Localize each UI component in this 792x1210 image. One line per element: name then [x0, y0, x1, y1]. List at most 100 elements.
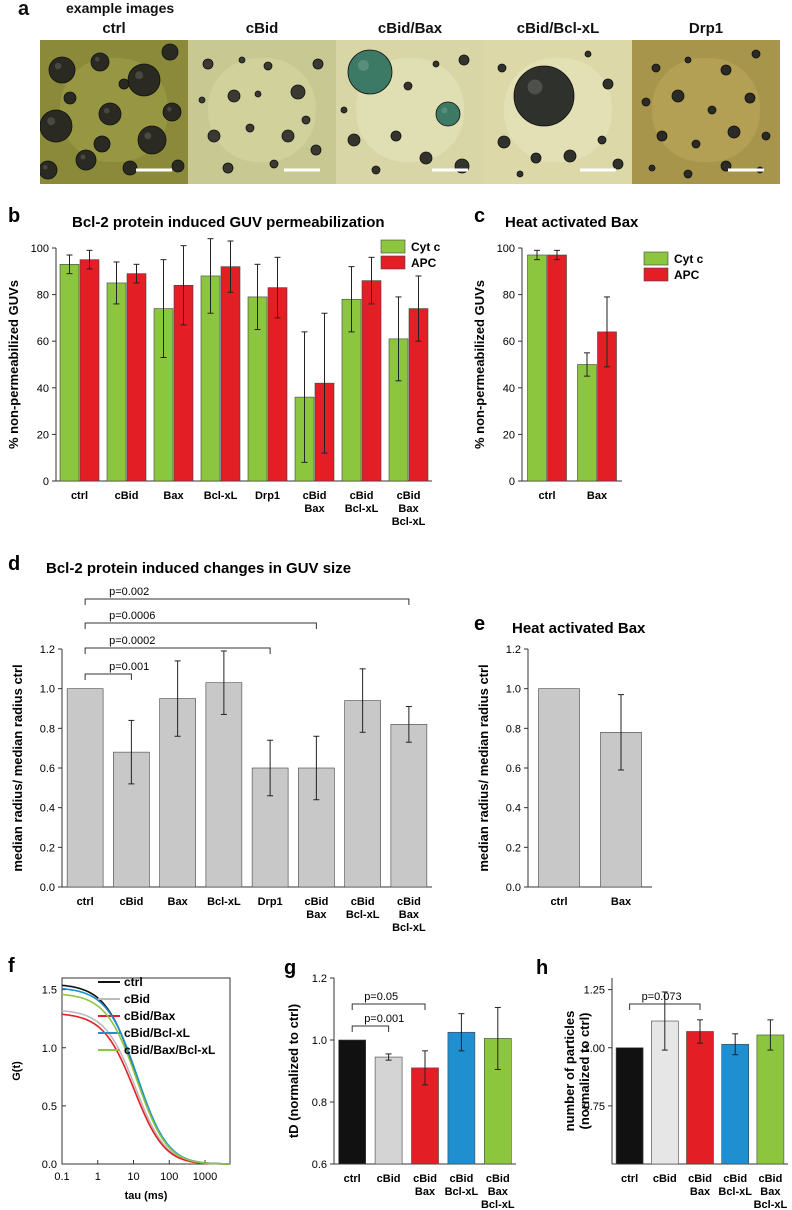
- category-label: Bax: [760, 1186, 781, 1198]
- y-tick-label: 80: [37, 290, 49, 302]
- image-label-cbid-bax: cBid/Bax: [377, 20, 443, 37]
- guv-vesicle: [202, 58, 214, 70]
- guv-vesicle: [347, 133, 361, 147]
- guv-vesicle: [222, 162, 234, 174]
- y-tick-label: 0.6: [506, 763, 521, 775]
- bar: [721, 1043, 750, 1165]
- chart-e-heat-bax-size: 0.0 0.2 0.4 0.6 0.8 1.0 1.2 median radius/ medi…: [476, 644, 652, 908]
- category-label: Bcl-xL: [392, 922, 426, 934]
- chart-f-autocorrelation: 0.0 0.5 1.0 1.5 0.1 1 10 100 1000 tau (ms) G(t) ctr…: [11, 975, 231, 1202]
- y-axis-label: G(t): [11, 1061, 23, 1081]
- y-tick-label: 1.25: [584, 985, 605, 997]
- panel-d-title: Bcl-2 protein induced changes in GUV siz…: [46, 560, 351, 577]
- legend-label: APC: [411, 256, 437, 270]
- y-axis-label: % non-permeabilized GUVs: [6, 280, 21, 449]
- guv-vesicle: [435, 101, 461, 127]
- category-label: Bax: [488, 1186, 509, 1198]
- p-value-label: p=0.002: [109, 586, 149, 598]
- y-axis-label-line: (normalized to ctrl): [577, 1012, 592, 1129]
- y-tick-label: 0.8: [40, 723, 55, 735]
- category-label: cBid: [486, 1173, 510, 1185]
- category-label: Bcl-xL: [445, 1186, 479, 1198]
- bar: [615, 1047, 644, 1165]
- guv-vesicle: [597, 135, 607, 145]
- significance-bracket: [351, 1025, 390, 1032]
- guv-highlight: [47, 117, 56, 126]
- guv-vesicle: [584, 50, 592, 58]
- category-label: Bcl-xL: [207, 896, 241, 908]
- micrograph-cbid-bclxl: [484, 40, 632, 184]
- legend-label: cBid/Bax/Bcl-xL: [124, 1043, 215, 1057]
- x-tick-label: 1: [95, 1171, 101, 1183]
- guv-vesicle: [683, 169, 693, 179]
- p-value-label: p=0.0002: [109, 635, 155, 647]
- significance-bracket: [629, 1003, 701, 1010]
- guv-vesicle: [390, 130, 402, 142]
- significance-bracket: [84, 673, 132, 680]
- y-tick-label: 80: [503, 290, 515, 302]
- panel-c-letter: c: [474, 205, 485, 227]
- category-label: Bax: [399, 909, 420, 921]
- significance-bracket: [84, 598, 410, 605]
- y-axis-label: median radius/ median radius ctrl: [10, 664, 25, 871]
- panel-e-letter: e: [474, 613, 485, 635]
- category-label: Bcl-xL: [481, 1199, 515, 1210]
- guv-vesicle: [530, 152, 542, 164]
- guv-vesicle: [281, 129, 295, 143]
- category-label: Bax: [611, 896, 632, 908]
- guv-highlight: [527, 79, 543, 95]
- bar: [338, 1039, 367, 1165]
- guv-highlight: [441, 107, 448, 114]
- guv-vesicle: [671, 89, 685, 103]
- category-label: cBid: [377, 1173, 401, 1185]
- guv-highlight: [103, 107, 110, 114]
- category-label: Bcl-xL: [754, 1199, 788, 1210]
- panel-f-letter: f: [8, 955, 15, 977]
- guv-vesicle: [162, 102, 182, 122]
- category-label: cBid: [351, 896, 375, 908]
- guv-vesicle: [118, 78, 130, 90]
- guv-vesicle: [432, 60, 440, 68]
- guv-vesicle: [744, 92, 756, 104]
- y-tick-label: 60: [37, 336, 49, 348]
- guv-highlight: [357, 59, 369, 71]
- guv-vesicle: [612, 158, 624, 170]
- y-tick-label: 0.8: [506, 723, 521, 735]
- guv-vesicle: [751, 49, 761, 59]
- guv-vesicle: [340, 106, 348, 114]
- y-axis-label: tD (normalized to ctrl): [286, 1004, 301, 1138]
- bar: [220, 266, 241, 482]
- y-tick-label: 1.5: [42, 985, 57, 997]
- guv-vesicle: [403, 81, 413, 91]
- category-label: Bax: [690, 1186, 711, 1198]
- guv-vesicle: [761, 131, 771, 141]
- image-label-cbid-bclxl: cBid/Bcl-xL: [516, 20, 600, 37]
- category-label: ctrl: [71, 490, 88, 502]
- bar: [79, 259, 100, 482]
- category-label: Bax: [304, 503, 325, 515]
- y-tick-label: 1.0: [506, 684, 521, 696]
- guv-vesicle: [563, 149, 577, 163]
- correlation-curve: [61, 993, 230, 1165]
- guv-vesicle: [720, 64, 732, 76]
- y-tick-label: 1.0: [312, 1035, 327, 1047]
- category-label: Bax: [398, 503, 419, 515]
- guv-vesicle: [90, 52, 110, 72]
- p-value-label: p=0.001: [364, 1013, 404, 1025]
- panel-h-letter: h: [536, 957, 548, 979]
- chart-g-diffusion-time: 0.6 0.8 1.0 1.2 tD (normalized to ctrl) ctrl c…: [286, 973, 516, 1210]
- guv-vesicle: [347, 49, 393, 95]
- category-label: Bcl-xL: [392, 516, 426, 528]
- category-label: Bax: [587, 490, 608, 502]
- legend-label: Cyt c: [411, 240, 441, 254]
- plot-frame: [61, 977, 231, 1165]
- category-label: ctrl: [538, 490, 555, 502]
- guv-vesicle: [137, 125, 167, 155]
- y-tick-label: 0: [43, 476, 49, 488]
- category-label: cBid: [350, 490, 374, 502]
- y-tick-label: 0: [509, 476, 515, 488]
- guv-vesicle: [684, 56, 692, 64]
- guv-highlight: [54, 62, 62, 70]
- guv-vesicle: [290, 84, 306, 100]
- legend-swatch: [643, 267, 669, 282]
